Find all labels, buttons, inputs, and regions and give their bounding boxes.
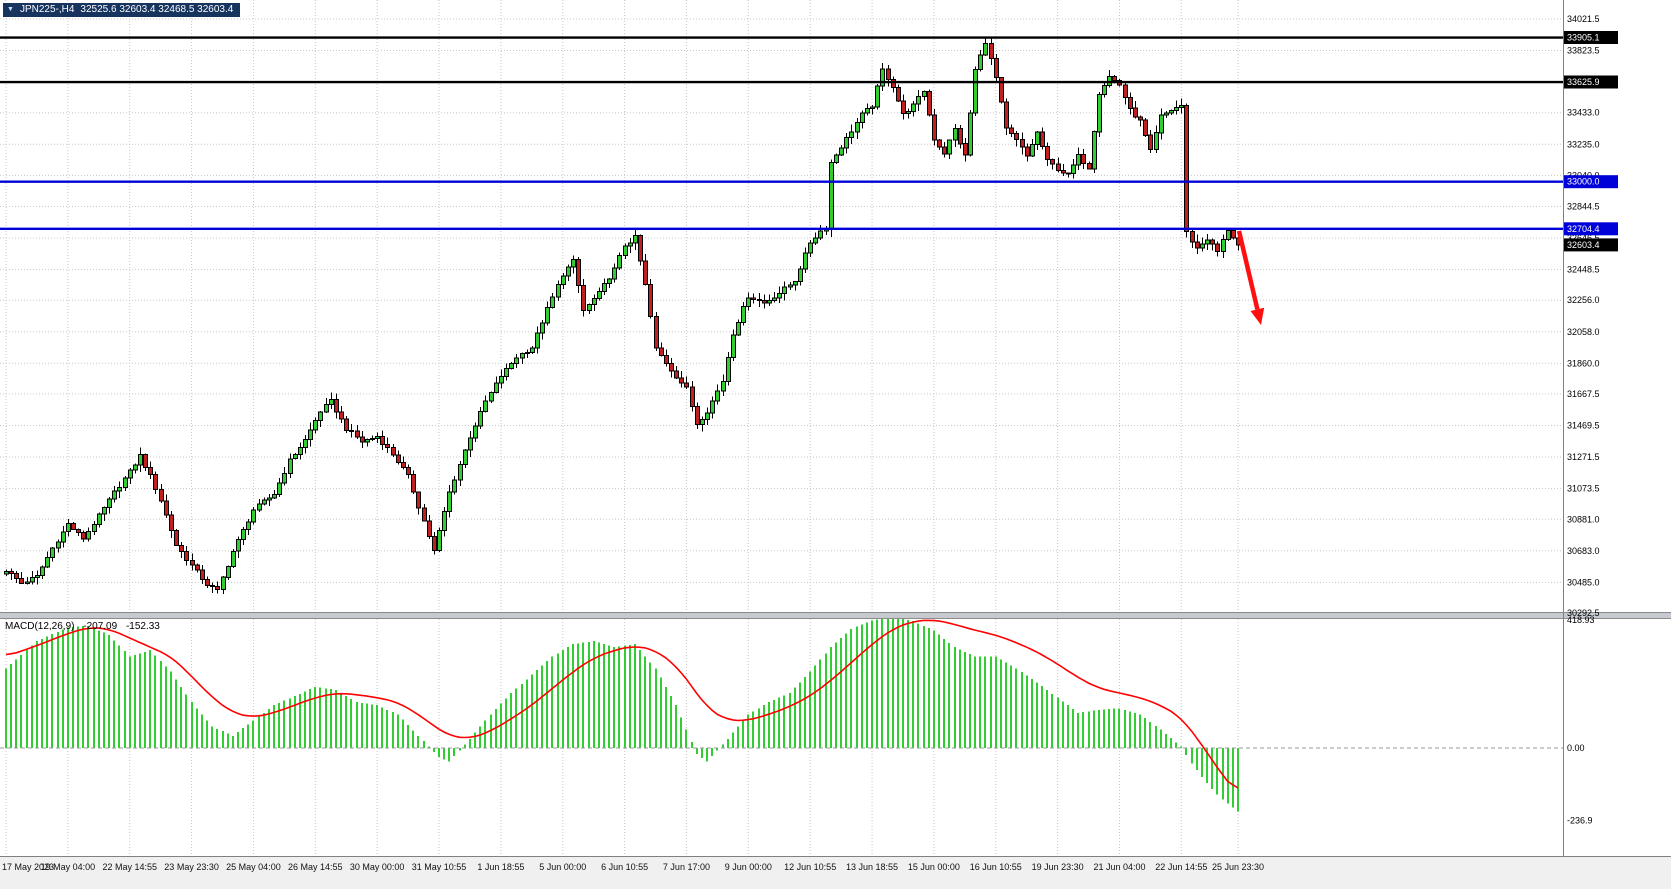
svg-text:30485.0: 30485.0 (1567, 577, 1600, 587)
time-tick-label: 30 May 00:00 (349, 862, 405, 872)
svg-text:32844.5: 32844.5 (1567, 202, 1600, 212)
trend-arrow[interactable] (1236, 230, 1265, 325)
time-tick-label: 22 Jun 14:55 (1155, 862, 1208, 872)
svg-text:31469.5: 31469.5 (1567, 421, 1600, 431)
svg-text:33000.0: 33000.0 (1567, 177, 1600, 187)
svg-text:33905.1: 33905.1 (1567, 33, 1600, 43)
svg-text:33823.5: 33823.5 (1567, 46, 1600, 56)
macd-histogram (5, 619, 1239, 812)
time-tick-label: 21 Jun 04:00 (1093, 862, 1146, 872)
svg-text:32448.5: 32448.5 (1567, 265, 1600, 275)
horizontal-lines[interactable] (0, 36, 1563, 231)
svg-text:32704.4: 32704.4 (1567, 224, 1600, 234)
symbol-info-bar: ▼ JPN225-,H4 32525.6 32603.4 32468.5 326… (3, 3, 241, 17)
time-tick-label: 7 Jun 17:00 (662, 862, 710, 872)
svg-text:31667.5: 31667.5 (1567, 389, 1600, 399)
macd-main-value: -207.09 (83, 621, 118, 632)
time-tick-label: 17 May 2023 (2, 862, 55, 872)
macd-signal-value: -152.33 (125, 621, 160, 632)
svg-text:30881.0: 30881.0 (1567, 514, 1600, 524)
svg-text:30683.0: 30683.0 (1567, 546, 1600, 556)
svg-text:418.93: 418.93 (1567, 615, 1595, 625)
time-tick-label: 22 May 14:55 (102, 862, 157, 872)
svg-text:0.00: 0.00 (1567, 743, 1585, 753)
time-tick-label: 19 Jun 23:30 (1031, 862, 1084, 872)
svg-text:32646.5: 32646.5 (1567, 233, 1600, 243)
svg-text:32603.4: 32603.4 (1567, 240, 1600, 250)
price-tags: 33905.1 33625.9 33000.0 32704.4 32603.4 (1564, 31, 1618, 252)
time-tick-label: 16 Jun 10:55 (969, 862, 1022, 872)
time-tick-label: 6 Jun 10:55 (601, 862, 649, 872)
svg-text:32058.0: 32058.0 (1567, 327, 1600, 337)
macd-name: MACD(12,26,9) (5, 621, 75, 632)
svg-text:32256.0: 32256.0 (1567, 295, 1600, 305)
time-tick-label: 9 Jun 00:00 (724, 862, 772, 872)
time-axis: 17 May 2023 19 May 04:00 22 May 14:55 23 Ma… (0, 856, 1671, 889)
svg-text:34021.5: 34021.5 (1567, 14, 1600, 24)
time-tick-label: 5 Jun 00:00 (539, 862, 587, 872)
time-tick-label: 23 May 23:30 (164, 862, 219, 872)
time-tick-label: 25 Jun 23:30 (1212, 862, 1265, 872)
macd-indicator-label: MACD(12,26,9) -207.09 -152.33 (5, 621, 166, 632)
time-tick-label: 31 May 10:55 (411, 862, 467, 872)
time-tick-label: 1 Jun 18:55 (477, 862, 525, 872)
chart-canvas[interactable]: 34021.533823.533625.533433.033235.033040… (0, 0, 1671, 856)
time-tick-label: 26 May 14:55 (288, 862, 343, 872)
ohlc-values: 32525.6 32603.4 32468.5 32603.4 (80, 4, 234, 15)
time-tick-label: 13 Jun 18:55 (846, 862, 899, 872)
grid-main (0, 0, 1563, 612)
svg-text:30292.5: 30292.5 (1567, 608, 1600, 618)
svg-text:31860.0: 31860.0 (1567, 358, 1600, 368)
time-tick-label: 15 Jun 00:00 (907, 862, 960, 872)
price-axis-labels: 34021.533823.533625.533433.033235.033040… (1567, 14, 1600, 825)
candles (4, 36, 1241, 595)
svg-text:33625.9: 33625.9 (1567, 77, 1600, 87)
time-tick-label: 25 May 04:00 (226, 862, 281, 872)
svg-text:-236.9: -236.9 (1567, 815, 1593, 825)
svg-text:31073.5: 31073.5 (1567, 484, 1600, 494)
svg-text:31271.5: 31271.5 (1567, 452, 1600, 462)
symbol-timeframe: JPN225-,H4 (19, 4, 75, 15)
time-tick-label: 12 Jun 10:55 (784, 862, 837, 872)
svg-text:33433.0: 33433.0 (1567, 108, 1600, 118)
panel-splitter[interactable] (0, 612, 1671, 619)
chart-icon: ▼ (7, 6, 14, 13)
svg-text:33235.0: 33235.0 (1567, 139, 1600, 149)
macd-signal-line (5, 619, 1239, 789)
time-tick-label: 19 May 04:00 (40, 862, 96, 872)
